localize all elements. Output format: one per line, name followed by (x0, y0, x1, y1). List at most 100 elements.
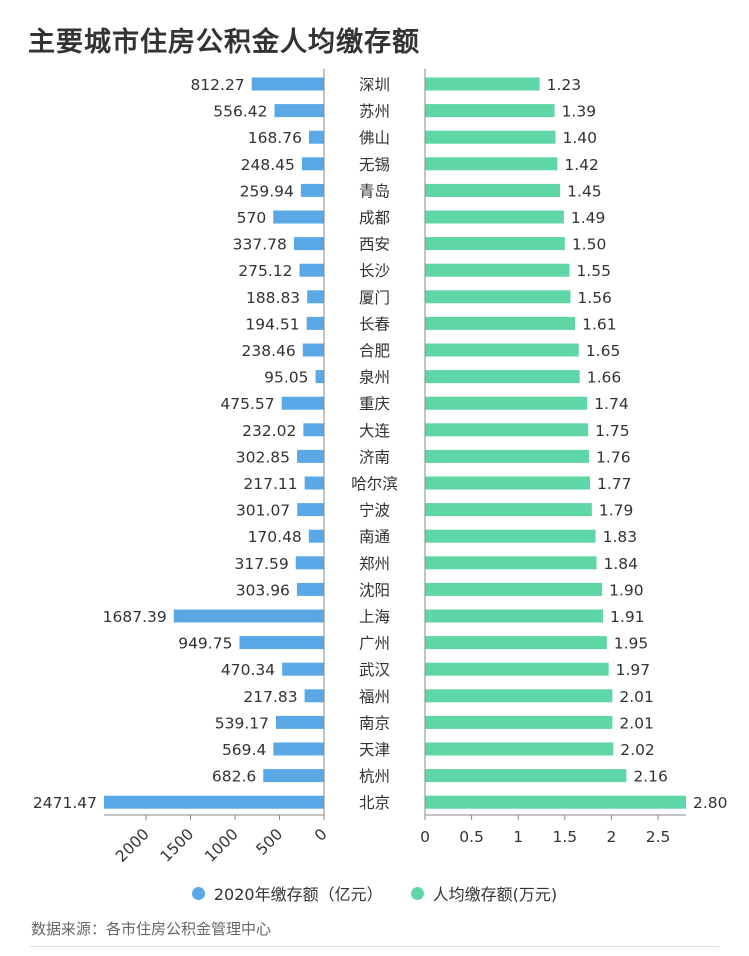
left-bar (273, 742, 324, 756)
category-label: 郑州 (359, 555, 390, 573)
right-bar (425, 290, 571, 304)
right-bar (425, 715, 613, 729)
left-bar (263, 769, 324, 783)
left-bar-label: 232.02 (242, 422, 296, 440)
right-bar-label: 1.74 (594, 395, 629, 413)
category-label: 上海 (359, 608, 390, 626)
category-label: 杭州 (359, 768, 390, 786)
left-bar-label: 570 (237, 209, 267, 227)
legend-item-right[interactable]: 人均缴存额(万元) (410, 881, 558, 905)
left-bar (302, 343, 324, 357)
left-bar-label: 301.07 (236, 502, 290, 520)
category-label: 无锡 (359, 156, 390, 174)
left-bar-label: 170.48 (248, 528, 302, 546)
category-label: 北京 (359, 794, 390, 812)
right-bar (425, 343, 579, 357)
left-bar-label: 949.75 (178, 635, 232, 653)
left-bar (301, 157, 324, 171)
category-label: 成都 (359, 209, 390, 227)
legend-dot-icon (410, 886, 424, 900)
right-tick-label: 1.5 (552, 828, 577, 846)
right-bar (425, 449, 590, 463)
right-bar-label: 1.97 (616, 661, 651, 679)
left-tick-label: 2000 (112, 825, 153, 866)
category-label: 泉州 (359, 369, 390, 387)
right-bar (425, 742, 614, 756)
right-bar (425, 77, 540, 91)
left-bar (304, 689, 324, 703)
left-bar-label: 337.78 (233, 236, 287, 254)
left-bar (303, 423, 324, 437)
left-bar (299, 263, 324, 277)
left-bar (295, 556, 324, 570)
legend-label-left: 2020年缴存额（亿元） (213, 885, 383, 904)
right-tick-label: 2 (606, 828, 616, 846)
left-bar (276, 715, 324, 729)
right-bar (425, 795, 686, 809)
category-label: 广州 (359, 635, 390, 653)
category-label: 长春 (359, 315, 390, 333)
right-bar (425, 582, 603, 596)
left-bar-label: 470.34 (221, 661, 275, 679)
right-bar (425, 210, 564, 224)
left-bar (104, 795, 324, 809)
left-bar-label: 188.83 (246, 289, 300, 307)
right-bar (425, 529, 596, 543)
legend-item-left[interactable]: 2020年缴存额（亿元） (191, 881, 383, 905)
category-label: 西安 (359, 236, 390, 254)
left-bar (293, 237, 324, 251)
left-bar (281, 396, 324, 410)
right-bar-label: 1.55 (576, 262, 611, 280)
left-bar-label: 539.17 (215, 714, 269, 732)
right-bar-label: 1.66 (587, 369, 622, 387)
right-bar-label: 1.23 (547, 76, 582, 94)
left-bar (274, 104, 324, 118)
category-label: 哈尔滨 (351, 475, 398, 493)
right-bar-label: 2.80 (693, 794, 728, 812)
left-bar-label: 275.12 (238, 262, 292, 280)
category-label: 南京 (359, 714, 390, 732)
right-tick-label: 0 (420, 828, 430, 846)
right-bar (425, 157, 558, 171)
left-bar (308, 529, 324, 543)
category-label: 济南 (359, 448, 390, 466)
category-label: 深圳 (359, 76, 390, 94)
left-bar (296, 582, 324, 596)
right-bar (425, 130, 556, 144)
left-bar-label: 1687.39 (103, 608, 167, 626)
category-label: 武汉 (359, 661, 391, 679)
right-bar-label: 1.77 (597, 475, 632, 493)
right-bar (425, 396, 588, 410)
right-bar (425, 503, 592, 517)
left-bar-label: 95.05 (264, 369, 308, 387)
right-bar (425, 104, 555, 118)
right-tick-label: 2.5 (646, 828, 671, 846)
left-bar-label: 194.51 (245, 315, 299, 333)
right-bar-label: 1.95 (614, 635, 649, 653)
left-bar-label: 475.57 (220, 395, 274, 413)
left-tick-label: 0 (311, 825, 331, 845)
left-tick-label: 1500 (157, 825, 198, 866)
right-bar (425, 476, 590, 490)
left-bar (308, 130, 324, 144)
left-bar (251, 77, 324, 91)
right-bar (425, 237, 565, 251)
left-bar-label: 259.94 (240, 182, 294, 200)
right-bar-label: 1.90 (609, 581, 644, 599)
right-bar (425, 370, 580, 384)
left-bar-label: 217.83 (243, 688, 297, 706)
left-bar-label: 682.6 (212, 768, 256, 786)
right-bar-label: 2.02 (620, 741, 655, 759)
left-bar (315, 370, 324, 384)
chart-title: 主要城市住房公积金人均缴存额 (28, 27, 420, 58)
legend-label-right: 人均缴存额(万元) (432, 885, 558, 904)
right-bar (425, 769, 627, 783)
category-label: 青岛 (359, 182, 390, 200)
left-bar-label: 556.42 (213, 103, 267, 121)
category-label: 南通 (359, 528, 391, 546)
category-label: 厦门 (359, 289, 390, 307)
footer-divider (30, 946, 719, 947)
category-label: 天津 (359, 741, 390, 759)
right-bar (425, 609, 604, 623)
legend: 2020年缴存额（亿元） 人均缴存额(万元) (0, 879, 749, 907)
